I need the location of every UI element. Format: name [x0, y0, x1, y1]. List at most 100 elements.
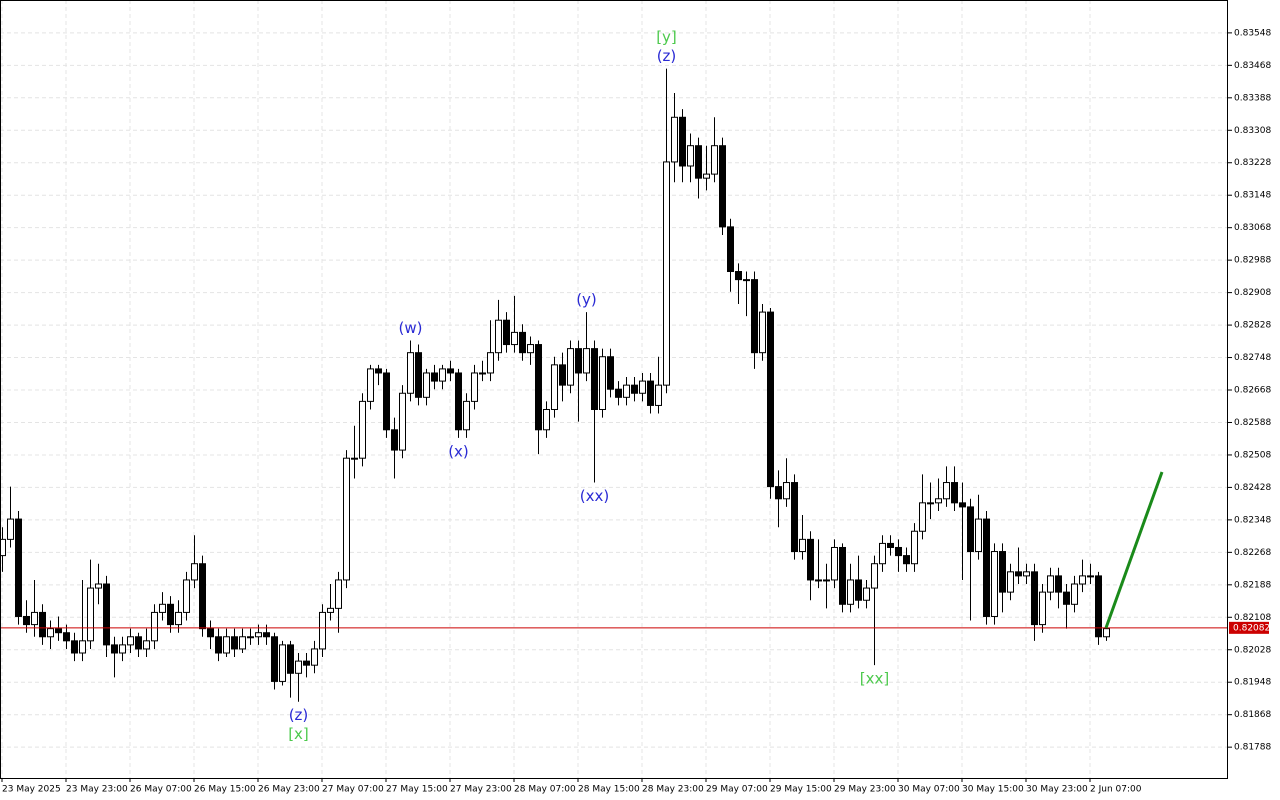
- candle-body: [271, 636, 278, 682]
- x-tick-label: 30 May 15:00: [962, 785, 1024, 795]
- candle-body: [223, 636, 230, 654]
- candle-body: [55, 628, 62, 634]
- x-tick-label: 27 May 23:00: [450, 785, 512, 795]
- candle-body: [759, 311, 766, 354]
- candle-body: [399, 392, 406, 451]
- x-tick-label: 29 May 23:00: [834, 785, 896, 795]
- candle-body: [535, 344, 542, 431]
- x-tick-label: 29 May 07:00: [706, 785, 768, 795]
- y-tick-label: 0.83468: [1234, 61, 1271, 71]
- candle-body: [927, 502, 934, 505]
- candle-body: [983, 518, 990, 617]
- candle-body: [679, 116, 686, 167]
- current-price-box: [1229, 621, 1269, 634]
- candle-body: [159, 603, 166, 613]
- y-tick-label: 0.82188: [1234, 580, 1271, 590]
- candle-body: [431, 372, 438, 382]
- candle-body: [807, 538, 814, 581]
- candle-body: [863, 587, 870, 601]
- candle-body: [695, 145, 702, 179]
- x-tick-label: 23 May 2025: [2, 785, 61, 795]
- candle-body: [215, 636, 222, 654]
- candle-body: [975, 518, 982, 553]
- candle-body: [1087, 575, 1094, 578]
- candle-body: [15, 518, 22, 617]
- candle-body: [327, 607, 334, 613]
- candle-body: [143, 640, 150, 650]
- candle-body: [559, 364, 566, 386]
- candle-body: [919, 502, 926, 532]
- candle-body: [7, 518, 14, 540]
- y-tick-label: 0.83148: [1234, 191, 1271, 201]
- candle-body: [1015, 571, 1022, 577]
- candle-body: [263, 632, 270, 638]
- candle-body: [375, 368, 382, 374]
- candle-body: [247, 636, 254, 639]
- candle-body: [871, 563, 878, 589]
- candle-body: [527, 344, 534, 354]
- candle-body: [23, 615, 30, 626]
- y-tick-label: 0.83228: [1234, 158, 1271, 168]
- candle-body: [87, 587, 94, 642]
- candle-body: [903, 555, 910, 565]
- candle-body: [751, 279, 758, 354]
- candle-body: [487, 352, 494, 374]
- candle-body: [1023, 571, 1030, 577]
- candle-body: [831, 546, 838, 581]
- x-tick-label: 29 May 15:00: [770, 785, 832, 795]
- candle-body: [1031, 571, 1038, 626]
- candle-body: [623, 384, 630, 398]
- wave-label: (xx): [580, 487, 609, 505]
- candle-body: [615, 388, 622, 398]
- y-tick-label: 0.82108: [1234, 613, 1271, 623]
- candle-body: [183, 579, 190, 613]
- candle-body: [999, 551, 1006, 593]
- candle-body: [439, 368, 446, 382]
- grid: [0, 0, 1228, 778]
- candle-body: [959, 502, 966, 508]
- candle-body: [207, 628, 214, 638]
- y-tick-label: 0.83308: [1234, 126, 1271, 136]
- candle-body: [1063, 591, 1070, 605]
- candle-body: [663, 161, 670, 386]
- candle-body: [407, 352, 414, 394]
- candle-body: [727, 226, 734, 273]
- candle-body: [311, 648, 318, 666]
- plot: (w)(x)(y)(xx)(z)[y](z)[x][xx]: [0, 28, 1228, 743]
- candle-body: [935, 498, 942, 504]
- candle-body: [167, 603, 174, 626]
- plot-frame: [0, 0, 1228, 779]
- candle-body: [823, 579, 830, 582]
- candle-body: [1039, 591, 1046, 626]
- candle-body: [815, 579, 822, 582]
- candle-body: [743, 279, 750, 282]
- candle-body: [503, 319, 510, 346]
- candle-body: [967, 506, 974, 553]
- candle-body: [519, 331, 526, 354]
- y-tick-label: 0.82668: [1234, 386, 1271, 396]
- candle-body: [551, 364, 558, 410]
- candle-body: [799, 538, 806, 553]
- candle-body: [447, 368, 454, 374]
- y-tick-label: 0.82988: [1234, 256, 1271, 266]
- candle-body: [895, 546, 902, 557]
- candle-body: [847, 579, 854, 605]
- candle-body: [279, 644, 286, 682]
- y-tick-label: 0.82348: [1234, 515, 1271, 525]
- y-tick-label: 0.82508: [1234, 450, 1271, 460]
- x-tick-label: 27 May 07:00: [322, 785, 384, 795]
- candle-body: [351, 457, 358, 460]
- y-tick-label: 0.82828: [1234, 321, 1271, 331]
- candle-body: [855, 579, 862, 601]
- candle-body: [135, 636, 142, 650]
- candle-body: [575, 348, 582, 374]
- candle-body: [1103, 628, 1110, 638]
- candle-body: [735, 271, 742, 281]
- wave-label: (x): [448, 442, 469, 460]
- candle-body: [303, 660, 310, 666]
- candle-body: [319, 611, 326, 650]
- candle-body: [583, 348, 590, 374]
- x-tick-label: 26 May 15:00: [194, 785, 256, 795]
- axes: 0.81788 0.81868 0.81948 0.82028 0.82108 0.821…: [1, 28, 1271, 795]
